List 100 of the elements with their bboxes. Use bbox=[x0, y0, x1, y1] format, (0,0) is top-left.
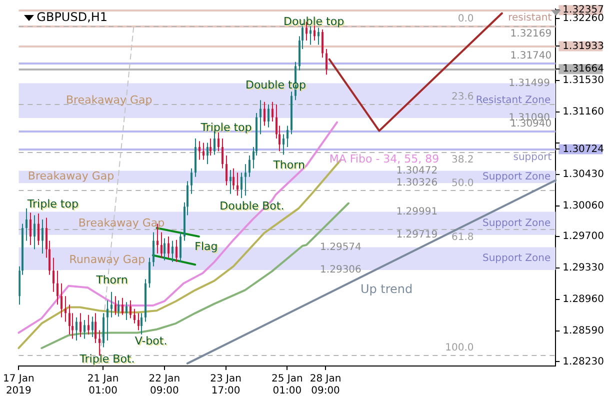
candlestick bbox=[268, 104, 270, 128]
y-tick-label: 1.28590 bbox=[562, 326, 604, 337]
ref-line-label: 23.6 bbox=[452, 91, 474, 102]
band-label: Support Zone bbox=[482, 218, 551, 229]
candlestick bbox=[232, 168, 234, 190]
candlestick bbox=[222, 138, 224, 169]
annotation: Double Bot. bbox=[220, 200, 286, 214]
y-tick-label: 1.31530 bbox=[562, 75, 604, 86]
candlestick bbox=[264, 101, 266, 126]
candlestick bbox=[76, 316, 78, 341]
ref-line-label: 1.31740 bbox=[510, 50, 552, 62]
candlestick bbox=[134, 308, 136, 324]
candlestick bbox=[272, 101, 274, 122]
annotation: Triple top bbox=[200, 120, 252, 134]
candlestick bbox=[148, 257, 150, 288]
candlestick bbox=[248, 155, 250, 178]
candlestick bbox=[52, 257, 54, 292]
annotation: 1.31499 bbox=[508, 78, 550, 89]
y-tick-label: 1.30724 bbox=[562, 144, 604, 155]
ref-line-label: 1.32169 bbox=[510, 28, 552, 40]
candlestick bbox=[98, 330, 100, 356]
candlestick bbox=[94, 312, 96, 344]
candlestick bbox=[114, 296, 116, 316]
candlestick bbox=[30, 212, 32, 246]
annotation: Triple top bbox=[27, 198, 80, 212]
candlestick bbox=[306, 21, 308, 42]
candlestick bbox=[26, 208, 28, 242]
candlestick bbox=[282, 134, 284, 156]
annotation: 1.30326 bbox=[396, 178, 438, 189]
candlestick bbox=[198, 140, 200, 160]
candlestick bbox=[56, 270, 58, 306]
candlestick bbox=[226, 155, 228, 186]
candlestick bbox=[240, 172, 242, 199]
candlestick bbox=[84, 319, 86, 340]
annotation: V-bot. bbox=[136, 335, 168, 348]
annotation: 1.29574 bbox=[320, 242, 362, 253]
candlestick bbox=[60, 282, 62, 318]
candlestick bbox=[260, 100, 262, 135]
ref-line-label: 50.0 bbox=[452, 178, 474, 190]
x-tick-label: 28 Jan 09:00 bbox=[310, 374, 342, 397]
candlestick bbox=[34, 214, 36, 250]
candlestick bbox=[156, 223, 158, 254]
candlestick bbox=[322, 28, 324, 58]
candlestick bbox=[230, 170, 232, 194]
band-label: Support Zone bbox=[482, 253, 551, 264]
candlestick bbox=[126, 302, 128, 320]
annotation: Thorn bbox=[96, 274, 129, 288]
annotation: Breakaway Gap bbox=[66, 94, 152, 107]
ref-line-label: 38.2 bbox=[452, 154, 474, 166]
annotation: Triple Bot. bbox=[80, 353, 136, 366]
candlestick bbox=[286, 125, 288, 148]
candlestick bbox=[130, 300, 132, 319]
candlestick bbox=[64, 296, 66, 322]
candlestick bbox=[180, 232, 182, 263]
candlestick bbox=[218, 132, 220, 152]
y-tick-label: 1.31160 bbox=[562, 106, 604, 118]
band-label: Resistant Zone bbox=[476, 95, 551, 106]
ref-line-label: 100.0 bbox=[445, 342, 474, 354]
ref-line-label: 0.0 bbox=[458, 14, 474, 25]
x-tick-label: 22 Jan 09:00 bbox=[148, 374, 180, 397]
band-label: Support Zone bbox=[482, 172, 551, 183]
annotation: Flag bbox=[196, 240, 219, 254]
annotation: Runaway Gap bbox=[69, 252, 146, 266]
candlestick bbox=[326, 48, 328, 76]
candlestick bbox=[164, 238, 166, 261]
candlestick bbox=[106, 300, 108, 341]
y-tick-label: 1.30430 bbox=[562, 168, 604, 180]
candlestick bbox=[318, 27, 320, 46]
ref-line-label: 61.8 bbox=[452, 232, 474, 243]
candlestick bbox=[42, 218, 44, 254]
y-tick-label: 1.29700 bbox=[562, 231, 604, 242]
candlestick bbox=[314, 24, 316, 42]
candlestick bbox=[118, 300, 120, 318]
candlestick bbox=[160, 232, 162, 258]
candlestick bbox=[38, 212, 40, 246]
candlestick bbox=[244, 164, 246, 196]
candlestick bbox=[214, 131, 216, 156]
y-tick-label: 1.28960 bbox=[562, 294, 604, 306]
candlestick bbox=[122, 297, 124, 316]
annotation: 1.30472 bbox=[396, 165, 438, 176]
annotation: Double top bbox=[284, 16, 346, 29]
candlestick bbox=[206, 142, 208, 165]
candlestick bbox=[190, 168, 192, 194]
annotation: 1.29306 bbox=[320, 264, 362, 276]
y-tick-label: 1.31664 bbox=[562, 64, 604, 75]
candlestick bbox=[210, 138, 212, 156]
y-tick-label: 1.30060 bbox=[562, 200, 604, 212]
series-label: Up trend bbox=[360, 282, 413, 296]
x-tick-label: 23 Jan 17:00 bbox=[210, 374, 242, 397]
annotation: MA Fibo - 34, 55, 89 bbox=[329, 152, 440, 166]
candlestick bbox=[68, 304, 70, 335]
candlestick bbox=[138, 312, 140, 331]
candlestick bbox=[88, 314, 90, 335]
candlestick bbox=[140, 312, 142, 335]
candlestick bbox=[176, 239, 178, 263]
chart-title: GBPUSD,H1 bbox=[36, 10, 108, 24]
annotation: Thorn bbox=[273, 159, 306, 172]
annotation: Breakaway Gap bbox=[28, 170, 114, 183]
candlestick bbox=[172, 240, 174, 263]
candlestick bbox=[168, 236, 170, 258]
